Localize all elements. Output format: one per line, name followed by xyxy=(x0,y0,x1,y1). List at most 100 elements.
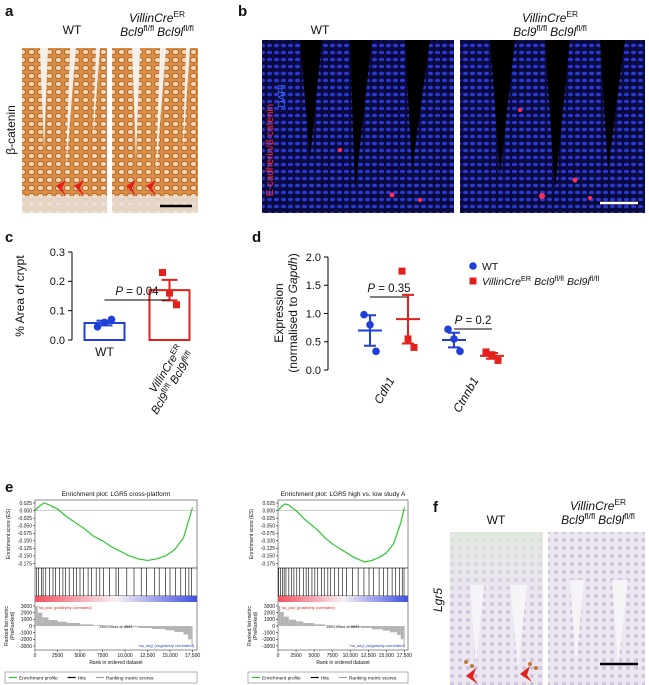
x-axis-label: Rank in ordered dataset xyxy=(316,660,370,666)
text-part: fl/fl xyxy=(584,511,595,521)
y-axis-label: Enrichment score (ES) xyxy=(6,509,12,560)
metric-score xyxy=(403,626,405,646)
metric-score xyxy=(283,616,289,626)
text-part: = 0.04 xyxy=(123,286,159,298)
y-tick-label: -0.100 xyxy=(18,539,32,545)
text-part: fl/fl xyxy=(555,274,565,283)
data-point xyxy=(173,301,180,309)
x-tick-label: 2500 xyxy=(52,653,63,659)
chart-title: Enrichment plot: LGR5 cross-platform xyxy=(62,491,171,498)
x-axis-label: Rank in ordered dataset xyxy=(89,660,143,666)
x-tick-label: 15,000 xyxy=(379,653,395,659)
y-tick-label: 2000 xyxy=(264,610,275,616)
x-tick-label: Cdh1 xyxy=(371,375,397,407)
text-part: = 0.2 xyxy=(462,315,491,327)
data-point xyxy=(482,348,490,356)
text-part: fl/fl xyxy=(183,23,194,33)
text-part: = 0.35 xyxy=(375,283,411,295)
y-tick-label: -0.175 xyxy=(18,561,32,567)
text-part: Bcl9l xyxy=(567,276,590,288)
metric-score xyxy=(66,623,80,626)
text-part: Bcl9 xyxy=(561,513,585,527)
zero-cross-label: Zero cross at 8681 xyxy=(326,624,360,629)
text-line: P = 0.2 xyxy=(455,315,492,327)
plot-frame xyxy=(277,567,409,597)
y-tick-label: 1000 xyxy=(264,617,275,623)
y-tick-label: -0.175 xyxy=(261,561,275,567)
x-tick-label: 12,500 xyxy=(140,653,156,659)
y-tick-label: 1000 xyxy=(21,617,32,623)
legend-box xyxy=(247,671,409,684)
data-point xyxy=(444,325,452,334)
y-tick-label: -0.050 xyxy=(18,523,32,529)
text-line: P = 0.04 xyxy=(115,286,159,298)
data-point xyxy=(100,318,109,327)
panel-label: e xyxy=(5,479,13,496)
metric-score xyxy=(389,626,398,633)
text-part: WT xyxy=(482,261,499,273)
text-part: P xyxy=(367,283,375,295)
metric-score xyxy=(93,625,114,626)
metric-score xyxy=(400,626,404,640)
metric-score xyxy=(191,626,193,646)
rotated-group: β-catenin xyxy=(4,105,18,155)
x-tick-label: 2500 xyxy=(290,653,301,659)
condition-label: WT xyxy=(63,23,82,37)
text-part: Gapdh xyxy=(286,257,300,293)
data-point xyxy=(469,277,477,285)
chart-title: Enrichment plot: LGR5 high vs. low study… xyxy=(281,491,406,498)
text-part: fl/fl xyxy=(143,23,154,33)
y-tick-label: -0.025 xyxy=(18,516,32,522)
text-part: fl/fl xyxy=(624,511,635,521)
text-part: P xyxy=(115,286,123,298)
rank-colorbar xyxy=(278,596,408,602)
rotated-group: E-cadherin/β-catenin xyxy=(265,104,276,196)
y-tick-label: -2000 xyxy=(19,637,32,643)
metric-score xyxy=(350,626,362,627)
text-part: ER xyxy=(566,9,578,19)
stain-label: E-cadherin/β-catenin xyxy=(265,104,276,196)
y-tick-label: 0.025 xyxy=(19,501,32,507)
metric-score xyxy=(361,626,372,628)
metric-score xyxy=(35,606,38,626)
metric-score xyxy=(296,621,304,626)
y-tick-label: 0 xyxy=(272,624,275,630)
condition-label: WT xyxy=(311,23,330,37)
stain-label: β-catenin xyxy=(4,105,18,155)
condition-label: WT xyxy=(487,513,506,527)
legend-label: Ranking metric scores xyxy=(106,676,154,682)
y-tick-label: -1000 xyxy=(262,630,275,636)
y-tick-label: 0.5 xyxy=(306,337,321,349)
y-axis-label: Ranked list metric xyxy=(4,606,10,646)
data-point xyxy=(366,321,374,329)
rotated-group: Expression (normalised to Gapdh) xyxy=(272,253,300,372)
data-point xyxy=(159,269,166,277)
legend-label: Enrichment profile xyxy=(19,676,58,682)
panel-label: c xyxy=(5,229,13,246)
y-axis-label: (PreRanked) xyxy=(10,612,16,641)
y-tick-label: 0.2 xyxy=(50,276,65,288)
neg-label: 'na_neg' (negatively correlated) xyxy=(138,643,194,648)
text-part: Bcl9l xyxy=(598,513,624,527)
text-part: fl/fl xyxy=(590,274,600,283)
legend-label: Enrichment profile xyxy=(262,676,301,682)
text-part: ER xyxy=(614,497,626,507)
stain-label: Lgr5 xyxy=(431,588,445,612)
text-line: VillinCreER xyxy=(570,497,626,513)
text-part: Bcl9l xyxy=(550,25,576,39)
metric-score xyxy=(80,624,94,626)
text-line: P = 0.35 xyxy=(367,283,410,295)
y-tick-label: 0.000 xyxy=(19,508,32,514)
y-tick-label: 0.000 xyxy=(262,508,275,514)
pos-label: 'na_pos' (positively correlated) xyxy=(281,605,335,610)
metric-score xyxy=(324,625,341,626)
y-tick-label: -1000 xyxy=(19,630,32,636)
text-line: VillinCreER xyxy=(522,9,578,25)
text-part: fl/fl xyxy=(536,23,547,33)
y-tick-label: 0.3 xyxy=(50,247,65,259)
x-tick-label: 10,000 xyxy=(117,653,133,659)
y-tick-label: -2000 xyxy=(262,637,275,643)
